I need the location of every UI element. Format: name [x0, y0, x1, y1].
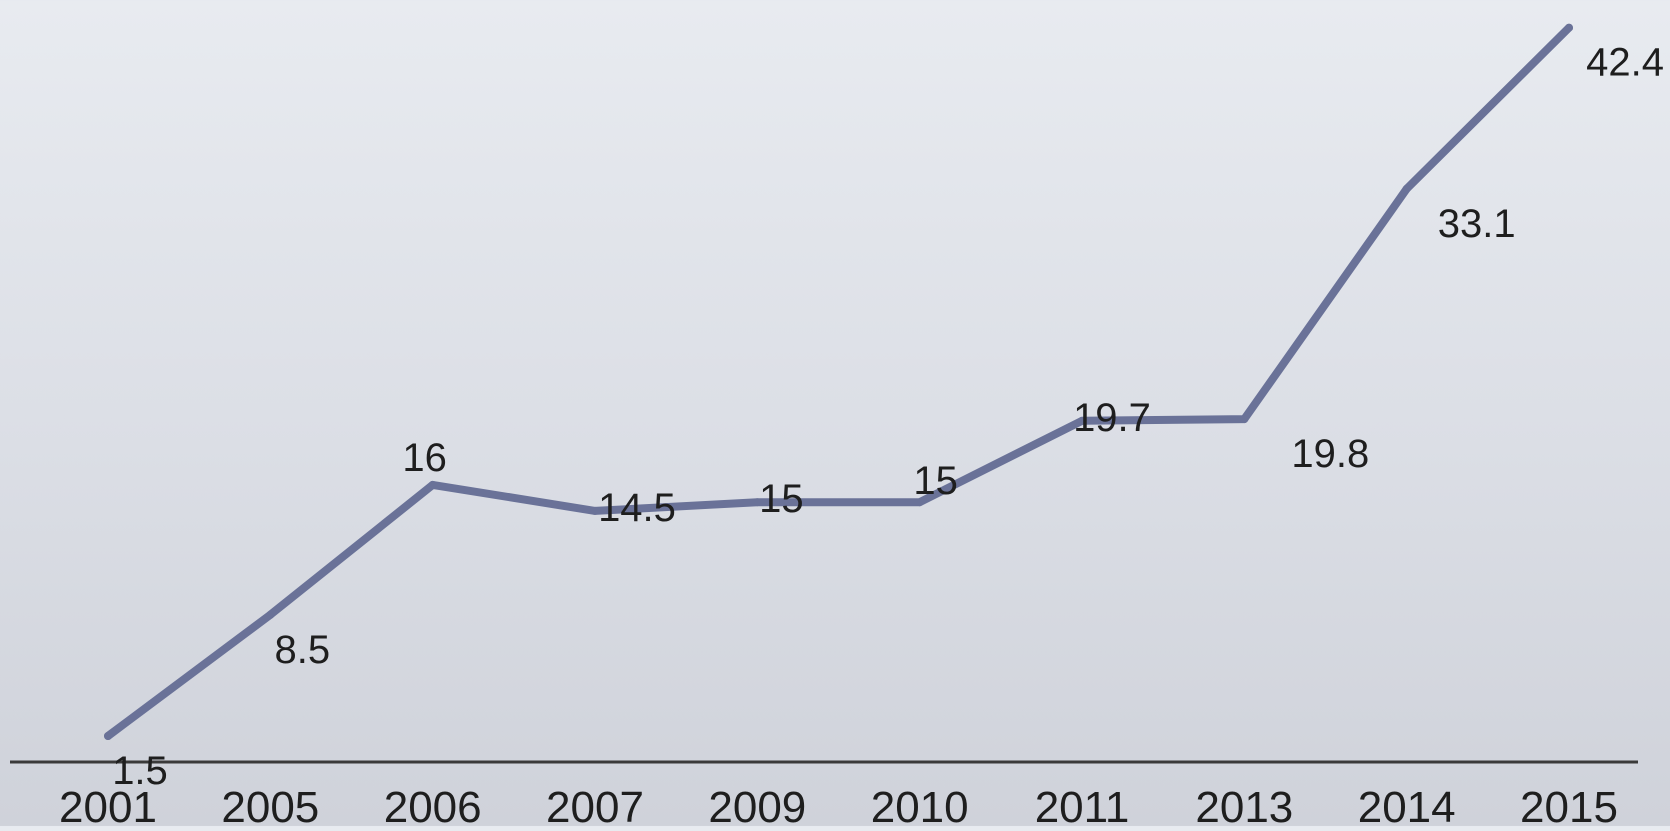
x-tick-label: 2010: [871, 783, 969, 826]
data-point: [104, 732, 112, 741]
data-label: 15: [759, 477, 804, 521]
x-tick-label: 2014: [1358, 783, 1456, 826]
data-labels: 1.5 8.5 16 14.5 15 15 19.7 19.8 33.1 42.4: [112, 41, 1664, 793]
data-label: 19.8: [1291, 432, 1369, 476]
data-label: 33.1: [1438, 202, 1516, 246]
data-point: [591, 506, 599, 515]
data-point: [1240, 415, 1249, 424]
data-point: [915, 498, 924, 507]
x-tick-label: 2013: [1195, 783, 1293, 826]
data-point: [1078, 416, 1086, 425]
series-line: [104, 23, 1573, 740]
x-tick-label: 2007: [546, 783, 644, 826]
data-label: 19.7: [1073, 396, 1151, 440]
x-tick-labels: 2001 2005 2006 2007 2009 2010 2011 2013 2014 2015: [59, 783, 1618, 831]
data-label: 1.5: [112, 749, 168, 793]
x-tick-label: 2006: [384, 783, 482, 826]
data-label: 14.5: [598, 486, 676, 530]
data-label: 16: [402, 436, 447, 480]
data-points: [104, 23, 1573, 741]
data-point: [753, 498, 762, 507]
data-label: 15: [913, 459, 958, 503]
x-tick-label: 2015: [1520, 783, 1618, 826]
x-tick-label: 2001: [59, 783, 157, 826]
data-point: [1402, 184, 1411, 193]
data-point: [428, 480, 437, 489]
x-tick-label: 2009: [708, 783, 806, 826]
x-tick-label: 2005: [221, 783, 319, 826]
data-label: 42.4: [1586, 41, 1664, 85]
data-point: [266, 610, 275, 619]
x-tick-label: 2011: [1035, 783, 1130, 826]
data-point: [1565, 23, 1573, 32]
data-label: 8.5: [275, 628, 331, 672]
